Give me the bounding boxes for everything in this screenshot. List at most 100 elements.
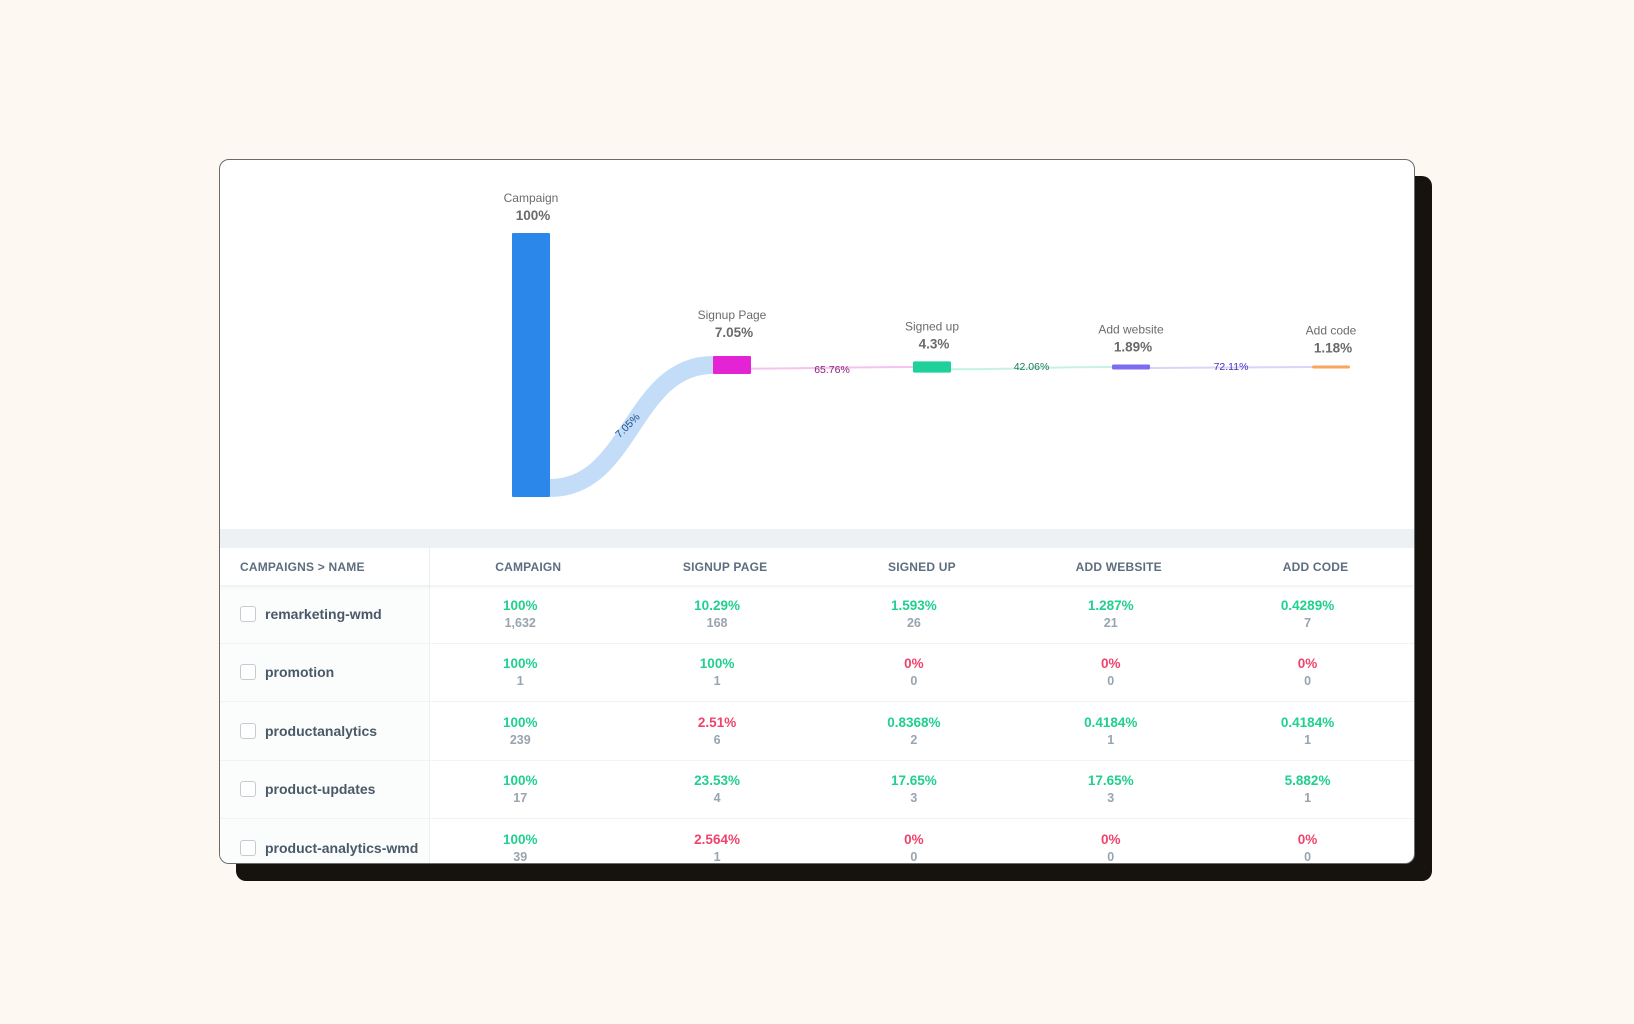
funnel-link-label: 42.06%	[1014, 361, 1050, 373]
table-row[interactable]: product-analytics-wmd 100% 39 2.564% 1 0% 0 0% 0…	[220, 819, 1414, 864]
metric-count: 1	[516, 674, 524, 689]
metric-percent: 0.4289%	[1280, 597, 1335, 613]
table-row[interactable]: productanalytics 100% 239 2.51% 6 0.8368% 2 0.4…	[220, 702, 1414, 761]
metric-percent: 0.8368%	[887, 714, 941, 730]
funnel-step-bar[interactable]	[1112, 364, 1150, 370]
metric-cell: 0% 0	[1217, 644, 1414, 702]
column-header[interactable]: SIGNED UP	[888, 559, 956, 574]
funnel-link-label: 65.76%	[814, 364, 850, 376]
funnel-step-value: 1.89%	[1114, 340, 1152, 355]
metric-count: 168	[706, 615, 728, 630]
metric-percent: 0%	[1100, 656, 1121, 672]
metric-count: 1	[713, 849, 721, 864]
metric-count: 0	[1107, 849, 1115, 864]
campaign-name-cell: promotion	[220, 643, 430, 701]
campaign-name: product-analytics-wmd	[265, 839, 419, 856]
column-header[interactable]: ADD WEBSITE	[1075, 559, 1162, 574]
campaign-name: remarketing-wmd	[265, 605, 382, 622]
metric-count: 1	[713, 674, 721, 689]
funnel-step-bar[interactable]	[512, 233, 550, 497]
metric-percent: 0.4184%	[1084, 714, 1138, 730]
metric-percent: 1.287%	[1087, 597, 1134, 613]
metric-percent: 0%	[1297, 656, 1318, 672]
metric-cell: 0% 0	[1217, 819, 1414, 864]
metric-cell: 0.4289% 7	[1217, 585, 1414, 643]
metric-percent: 1.593%	[891, 597, 937, 613]
metric-percent: 100%	[502, 831, 538, 847]
table-row[interactable]: product-updates 100% 17 23.53% 4 17.65% 3 17.65…	[220, 760, 1414, 819]
metric-percent: 17.65%	[891, 773, 937, 789]
metric-count: 26	[906, 615, 921, 630]
metric-count: 3	[910, 791, 918, 806]
funnel-card: 7.05% 65.76% 42.06% 72.11% Campaign 100% Signu…	[219, 159, 1415, 864]
row-checkbox[interactable]	[240, 722, 256, 739]
metric-count: 0	[910, 674, 918, 689]
column-header[interactable]: CAMPAIGN	[495, 559, 562, 574]
campaign-name: product-updates	[265, 781, 376, 798]
funnel-step-bar[interactable]	[913, 361, 951, 373]
metric-cell: 0% 0	[823, 644, 1020, 702]
funnel-link-label: 72.11%	[1214, 361, 1249, 373]
column-header[interactable]: ADD CODE	[1282, 559, 1349, 574]
funnel-step-bar[interactable]	[1312, 365, 1350, 369]
metric-percent: 0%	[1100, 831, 1121, 847]
funnel-step-value: 1.18%	[1314, 340, 1352, 355]
funnel-step-label: Signed up	[905, 319, 959, 333]
metric-count: 0	[1304, 674, 1312, 689]
funnel-link	[750, 366, 914, 370]
row-checkbox[interactable]	[240, 664, 256, 681]
metric-cell: 0% 0	[1020, 644, 1217, 702]
metric-count: 39	[513, 849, 528, 864]
table-body: remarketing-wmd 100% 1,632 10.29% 168 1.593% 2…	[220, 585, 1414, 864]
metric-cell: 17.65% 3	[823, 761, 1020, 819]
funnel-step-label: Campaign	[504, 191, 559, 205]
metric-percent: 100%	[502, 714, 538, 730]
metric-count: 3	[1107, 791, 1115, 806]
metric-cell: 1.593% 26	[823, 585, 1020, 643]
funnel-step-value: 4.3%	[919, 336, 950, 351]
row-checkbox[interactable]	[240, 605, 256, 622]
metric-count: 7	[1304, 615, 1312, 630]
metric-percent: 10.29%	[694, 597, 740, 613]
column-header[interactable]: CAMPAIGNS > NAME	[220, 548, 430, 585]
column-header[interactable]: SIGNUP PAGE	[682, 559, 768, 574]
metric-cell: 100% 239	[430, 702, 627, 760]
metric-percent: 0%	[904, 831, 924, 847]
metric-count: 2	[910, 732, 918, 747]
campaign-name: productanalytics	[265, 722, 378, 739]
metric-cell: 100% 1	[627, 644, 824, 702]
metric-cell: 5.882% 1	[1217, 761, 1414, 819]
metric-cell: 100% 17	[430, 761, 627, 819]
campaign-name: promotion	[265, 664, 335, 681]
metric-count: 21	[1103, 615, 1118, 630]
funnel-step-label: Add website	[1098, 323, 1164, 337]
metric-count: 1	[1304, 791, 1312, 806]
metric-cell: 100% 39	[430, 819, 627, 864]
metric-percent: 100%	[699, 656, 735, 672]
metric-count: 0	[1107, 674, 1115, 689]
metric-percent: 0.4184%	[1280, 714, 1335, 730]
metric-percent: 100%	[502, 597, 538, 613]
metric-cell: 10.29% 168	[627, 585, 824, 643]
metric-cell: 17.65% 3	[1020, 761, 1217, 819]
metric-count: 17	[513, 791, 528, 806]
funnel-step-bar[interactable]	[713, 356, 751, 374]
funnel-step-value: 7.05%	[715, 325, 753, 340]
metric-cell: 0.4184% 1	[1217, 702, 1414, 760]
table-row[interactable]: promotion 100% 1 100% 1 0% 0 0% 0 0% 0	[220, 643, 1414, 702]
metric-percent: 23.53%	[694, 773, 740, 789]
row-checkbox[interactable]	[240, 781, 256, 798]
metric-percent: 5.882%	[1284, 773, 1331, 789]
campaign-name-cell: product-analytics-wmd	[220, 819, 430, 863]
metric-cell: 0% 0	[1020, 819, 1217, 864]
row-checkbox[interactable]	[240, 839, 256, 856]
funnel-chart: 7.05% 65.76% 42.06% 72.11% Campaign 100% Signu…	[504, 191, 1357, 497]
campaign-name-cell: product-updates	[220, 760, 430, 818]
metric-count: 4	[713, 791, 721, 806]
divider-band	[220, 529, 1414, 548]
metric-count: 1,632	[504, 615, 536, 630]
metric-cell: 2.51% 6	[627, 702, 824, 760]
table-row[interactable]: remarketing-wmd 100% 1,632 10.29% 168 1.593% 2…	[220, 585, 1414, 644]
metric-percent: 17.65%	[1087, 773, 1134, 789]
metric-count: 0	[1304, 849, 1312, 864]
